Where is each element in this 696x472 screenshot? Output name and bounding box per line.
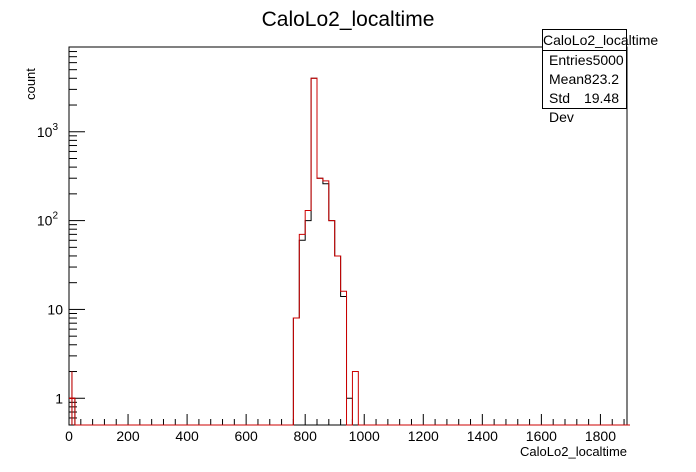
stats-row-entries: Entries 5000 — [543, 51, 626, 70]
stats-value: 823.2 — [584, 71, 620, 87]
x-tick-label: 0 — [65, 428, 73, 444]
x-tick-label: 400 — [175, 428, 199, 444]
stats-label: Entries — [549, 52, 593, 68]
x-tick-label: 600 — [234, 428, 258, 444]
y-tick-label: 102 — [37, 211, 59, 229]
y-tick-base: 10 — [37, 213, 53, 229]
stats-value: 5000 — [592, 52, 624, 68]
x-tick-label: 200 — [116, 428, 140, 444]
histogram-line-series-2 — [69, 77, 630, 426]
y-tick-label: 10 — [47, 301, 63, 317]
stats-title: CaloLo2_localtime — [543, 30, 658, 51]
x-tick-label: 1200 — [408, 428, 439, 444]
y-tick-exponent: 2 — [52, 211, 58, 222]
x-tick-label: 1400 — [467, 428, 498, 444]
x-axis-label: CaloLo2_localtime — [520, 444, 627, 459]
stats-label: Std Dev — [549, 90, 574, 125]
chart-title: CaloLo2_localtime — [262, 8, 435, 31]
y-tick-base: 10 — [37, 124, 53, 140]
stats-row-stddev: Std Dev 19.48 — [543, 89, 626, 125]
stats-row-mean: Mean 823.2 — [543, 70, 626, 89]
x-tick-label: 1600 — [526, 428, 557, 444]
histogram-line-series-1 — [69, 77, 630, 426]
x-tick-label: 1000 — [349, 428, 380, 444]
y-axis-label: count — [23, 68, 38, 100]
stats-box: CaloLo2_localtime Entries 5000 Mean 823.… — [542, 29, 658, 125]
x-tick-label: 800 — [294, 428, 318, 444]
histogram-series — [69, 77, 630, 426]
y-tick-label: 1 — [55, 390, 63, 406]
stats-label: Mean — [549, 71, 585, 87]
axis-ticks: 0 200 400 600 800 1000 1200 1400 1600 18001101021… — [37, 46, 625, 444]
x-tick-label: 1800 — [585, 428, 616, 444]
y-tick-exponent: 3 — [52, 122, 58, 133]
stats-value: 19.48 — [583, 90, 619, 106]
y-tick-label: 103 — [37, 122, 59, 140]
